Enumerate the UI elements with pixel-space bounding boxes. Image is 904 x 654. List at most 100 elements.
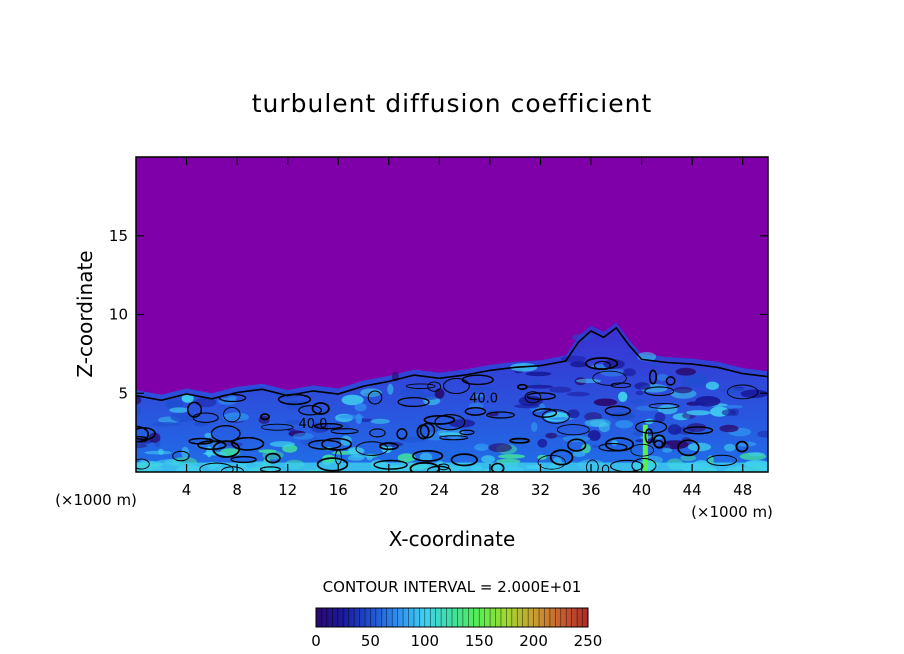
field-patch	[530, 378, 541, 387]
contour-line	[631, 457, 657, 472]
field-patch	[419, 452, 433, 462]
contour-line	[532, 408, 558, 418]
contour-line	[598, 443, 628, 452]
field-patch	[438, 432, 462, 437]
contour-line	[464, 406, 487, 416]
contour-line	[537, 454, 566, 470]
contour-line	[644, 386, 675, 397]
field-patch	[526, 384, 554, 389]
field-patch	[635, 390, 644, 396]
field-patch	[680, 378, 708, 388]
y-tick-label: 5	[118, 384, 128, 402]
field-patch	[587, 430, 601, 441]
contour-line	[584, 357, 619, 370]
field-patch	[204, 432, 213, 439]
contour-line	[442, 377, 470, 395]
contour-line	[197, 440, 227, 451]
contour-line	[412, 449, 444, 462]
contour-interval-text: CONTOUR INTERVAL = 2.000E+01	[323, 578, 582, 596]
contour-line	[199, 462, 234, 472]
colorbar-tick-labels: 0 50 100 150 200 250	[311, 632, 602, 650]
contour-line	[397, 397, 430, 408]
field-patch	[570, 361, 588, 368]
field-patch	[387, 383, 394, 395]
contour-line	[648, 369, 658, 385]
x-tick-label: 20	[379, 481, 398, 499]
field-patch	[623, 368, 636, 377]
x-tick-label: 4	[182, 481, 192, 499]
contour-line	[524, 391, 542, 404]
x-tick-label: 28	[480, 481, 499, 499]
field-patch	[630, 399, 646, 404]
contour-line	[735, 440, 749, 453]
field-patch	[611, 440, 618, 446]
field-patch	[705, 381, 720, 390]
field-patch	[545, 432, 558, 439]
contour-line	[677, 439, 700, 457]
contour-line	[665, 376, 676, 386]
field-patch	[618, 391, 628, 402]
contour-line	[592, 370, 627, 386]
contour-line	[490, 462, 505, 472]
contour-line	[298, 405, 323, 416]
field-patch	[531, 422, 538, 432]
field-patch	[206, 446, 213, 458]
field-patch	[656, 374, 669, 381]
contour-line	[277, 393, 312, 406]
field-patch	[584, 419, 606, 427]
high-value-streak	[642, 424, 648, 472]
contour-line	[437, 463, 450, 471]
field-patch	[222, 412, 249, 422]
contour-line	[311, 402, 330, 415]
field-patch	[654, 412, 666, 423]
contour-line	[313, 423, 343, 430]
contour-line	[634, 420, 668, 434]
field-patch	[584, 412, 603, 422]
surface-layer	[136, 462, 768, 472]
field-patch	[680, 454, 696, 462]
contour-line	[566, 438, 587, 452]
x-tick-label: 24	[430, 481, 449, 499]
contour-line	[261, 423, 294, 431]
field-patch	[576, 378, 601, 384]
contour-line	[367, 390, 383, 405]
contour-line	[586, 459, 599, 472]
field-patch	[488, 443, 512, 453]
contour-line	[434, 414, 466, 431]
chart-title: turbulent diffusion coefficient	[252, 89, 653, 118]
contour-line	[396, 428, 408, 440]
field-patch	[181, 393, 194, 403]
contour-line	[604, 437, 635, 452]
field-patch	[169, 407, 189, 413]
field-patch	[498, 454, 526, 459]
contour-lines	[136, 326, 768, 472]
field-patch	[136, 395, 142, 405]
field-patch	[686, 410, 711, 416]
field-patch	[721, 409, 737, 416]
field-patch	[269, 441, 295, 448]
field-patch	[434, 388, 445, 399]
contour-line	[526, 392, 556, 401]
field-patch	[695, 396, 721, 407]
colorbar-tick-label: 0	[311, 632, 321, 650]
x-axis-unit-left: (×1000 m)	[55, 491, 137, 509]
contour-line	[706, 454, 737, 466]
x-tick-label: 16	[329, 481, 348, 499]
contour-line	[601, 464, 610, 472]
y-tick-label: 10	[109, 306, 128, 324]
x-tick-label: 44	[683, 481, 702, 499]
field-patch	[549, 417, 575, 421]
field-patch	[292, 432, 314, 440]
contour-line	[136, 427, 156, 441]
y-axis-ticks: 5 10 15	[109, 227, 768, 402]
contour-line	[316, 457, 349, 472]
contour-line	[726, 384, 759, 400]
field-patch	[514, 404, 540, 409]
x-tick-label: 12	[278, 481, 297, 499]
contour-line	[369, 428, 386, 438]
field-patch	[566, 391, 590, 397]
contour-line	[373, 459, 408, 470]
field-patch	[347, 455, 365, 461]
contour-line	[450, 453, 478, 467]
